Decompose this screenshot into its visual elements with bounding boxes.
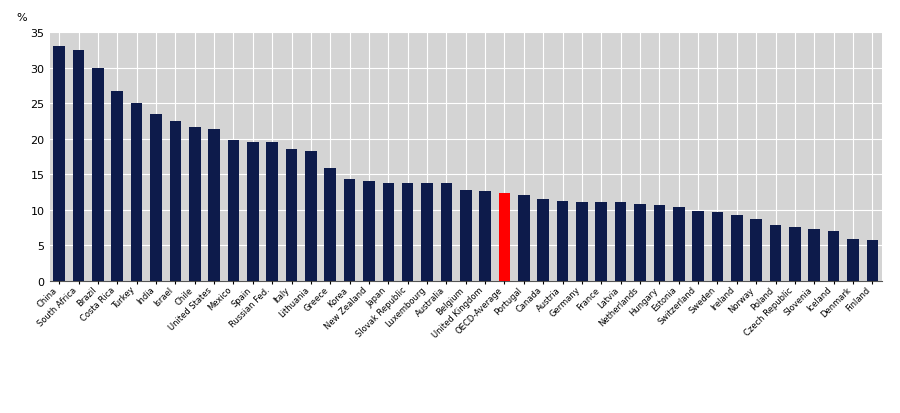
- Bar: [228, 141, 239, 281]
- Bar: [596, 203, 608, 281]
- Bar: [208, 130, 220, 281]
- Bar: [363, 182, 374, 281]
- Bar: [402, 184, 413, 281]
- Bar: [499, 194, 510, 281]
- Bar: [751, 219, 762, 281]
- Bar: [867, 240, 878, 281]
- Bar: [518, 195, 529, 281]
- Bar: [557, 202, 569, 281]
- Bar: [828, 231, 840, 281]
- Bar: [130, 104, 142, 281]
- Bar: [382, 183, 394, 281]
- Bar: [441, 184, 452, 281]
- Bar: [460, 190, 472, 281]
- Bar: [653, 206, 665, 281]
- Bar: [576, 202, 588, 281]
- Bar: [266, 143, 278, 281]
- Bar: [789, 228, 801, 281]
- Bar: [634, 204, 646, 281]
- Bar: [847, 240, 859, 281]
- Bar: [247, 143, 258, 281]
- Bar: [189, 127, 201, 281]
- Bar: [480, 192, 491, 281]
- Bar: [537, 199, 549, 281]
- Bar: [615, 203, 626, 281]
- Bar: [673, 208, 685, 281]
- Bar: [92, 69, 104, 281]
- Bar: [305, 151, 317, 281]
- Bar: [712, 213, 724, 281]
- Bar: [150, 114, 162, 281]
- Bar: [731, 216, 742, 281]
- Bar: [285, 150, 297, 281]
- Bar: [344, 180, 356, 281]
- Bar: [770, 225, 781, 281]
- Bar: [73, 51, 85, 281]
- Bar: [169, 121, 181, 281]
- Text: %: %: [16, 13, 27, 23]
- Bar: [112, 92, 123, 281]
- Bar: [808, 229, 820, 281]
- Bar: [53, 47, 65, 281]
- Bar: [692, 211, 704, 281]
- Bar: [324, 169, 336, 281]
- Bar: [421, 184, 433, 281]
